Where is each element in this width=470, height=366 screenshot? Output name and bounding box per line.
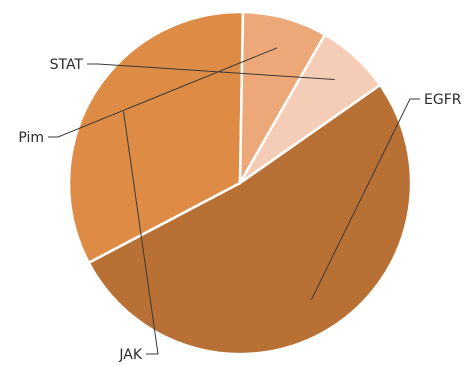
leader-line-egfr (310, 98, 420, 301)
leader-line-stat (87, 63, 335, 80)
slice-label-pim: Pim (18, 130, 44, 146)
slice-label-stat: STAT (50, 57, 84, 73)
slice-label-jak: JAK (118, 347, 142, 363)
leader-line-pim (48, 47, 278, 138)
slice-label-egfr: EGFR (424, 92, 462, 108)
pie-labels: EGFR JAK Pim STAT (18, 47, 462, 363)
leader-line-jak (123, 111, 159, 355)
pie-slice-jak (67, 10, 245, 264)
pie-slice-stat (238, 33, 382, 185)
pie-slice-egfr (87, 83, 413, 356)
